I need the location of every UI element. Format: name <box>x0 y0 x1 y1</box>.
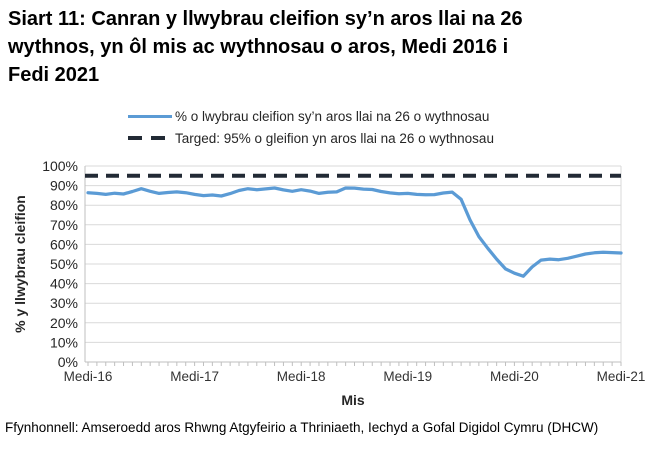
page-title-line-3: Fedi 2021 <box>8 64 100 86</box>
page-title-line-1: Siart 11: Canran y llwybrau cleifion sy’… <box>8 8 523 30</box>
chart-legend: % o lwybrau cleifion sy’n aros llai na 2… <box>128 105 494 149</box>
y-tick-label: 30% <box>50 295 78 311</box>
legend-row-series: % o lwybrau cleifion sy’n aros llai na 2… <box>128 105 494 127</box>
y-axis-title: % y llwybrau cleifion <box>12 195 28 333</box>
chart-canvas: 0% 10% 20% 30% 40% 50% 60% 70% 80% 90% 100% Medi-16… <box>12 160 646 408</box>
y-tick-label: 90% <box>50 178 78 194</box>
x-tick-label: Medi-17 <box>170 369 219 384</box>
y-tick-label: 60% <box>50 236 78 252</box>
target-dashed-swatch-icon <box>128 136 172 140</box>
x-tick-label: Medi-21 <box>597 369 646 384</box>
y-tick-label: 70% <box>50 217 78 233</box>
legend-row-target: Targed: 95% o gleifion yn aros llai na 2… <box>128 127 494 149</box>
series-line <box>86 186 623 278</box>
page-title-line-2: wythnos, yn ôl mis ac wythnosau o aros, … <box>8 36 509 58</box>
y-tick-label: 20% <box>50 315 78 331</box>
page-title: Siart 11: Canran y llwybrau cleifion sy’… <box>8 5 653 89</box>
x-tick-label: Medi-16 <box>64 369 113 384</box>
legend-target-label: Targed: 95% o gleifion yn aros llai na 2… <box>175 130 494 146</box>
y-tick-label: 0% <box>58 354 78 370</box>
x-axis-title: Mis <box>341 392 365 408</box>
source-note: Ffynhonnell: Amseroedd aros Rhwng Atgyfe… <box>5 420 599 435</box>
y-tick-label: 80% <box>50 197 78 213</box>
y-tick-label: 40% <box>50 276 78 292</box>
series-line-swatch-icon <box>128 114 172 118</box>
y-tick-label: 50% <box>50 256 78 272</box>
x-tick-label: Medi-19 <box>383 369 432 384</box>
y-tick-label: 10% <box>50 334 78 350</box>
x-tick-label: Medi-18 <box>277 369 326 384</box>
x-tick-label: Medi-20 <box>490 369 539 384</box>
y-tick-label: 100% <box>42 160 78 174</box>
legend-series-label: % o lwybrau cleifion sy’n aros llai na 2… <box>175 108 490 124</box>
